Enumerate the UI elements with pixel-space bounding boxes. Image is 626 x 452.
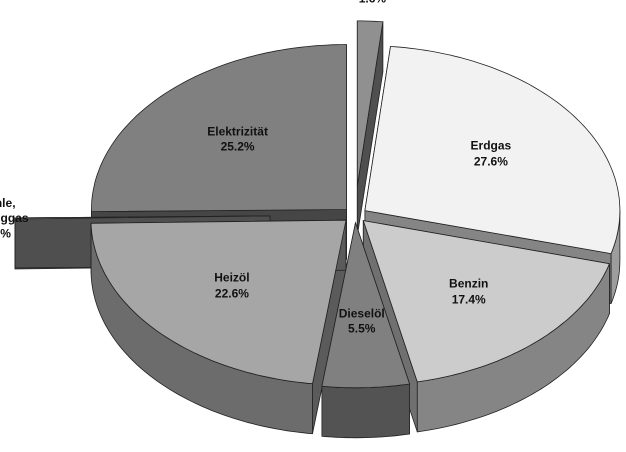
slice-label: Kohle, Flüssiggas	[0, 195, 29, 225]
slice	[90, 219, 347, 385]
slice	[91, 44, 347, 213]
slice-value-label: 0.1%	[0, 226, 11, 241]
slice-value-label: 5.5%	[348, 321, 376, 336]
slice-label: Dieselöl	[338, 306, 385, 321]
slice	[321, 221, 411, 389]
slice	[362, 220, 610, 383]
slice-label: Benzin	[449, 276, 489, 291]
slice-value-label: 22.6%	[214, 286, 249, 301]
slice	[14, 215, 271, 220]
slice	[364, 45, 621, 255]
slice-value-label: 17.4%	[451, 292, 486, 307]
slice	[356, 20, 384, 186]
slice-wall	[321, 383, 411, 439]
slice-value-label: 25.2%	[220, 139, 255, 154]
slice-label: Heizöl	[214, 270, 250, 285]
slice-value-label: 1.6%	[359, 0, 386, 6]
slice-label: Erdgas	[470, 138, 512, 153]
slice-label: Elektrizität	[207, 124, 268, 139]
slice-value-label: 27.6%	[473, 154, 508, 169]
